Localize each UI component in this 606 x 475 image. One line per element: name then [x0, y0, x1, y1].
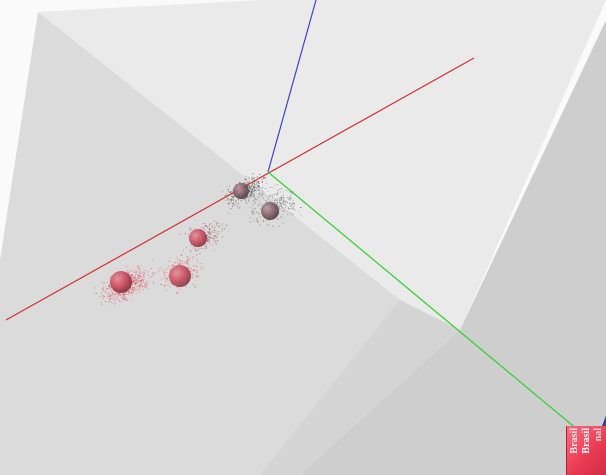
sphere-4 — [233, 183, 249, 199]
thumbnail-text-2: Brasil — [581, 428, 592, 454]
sphere-5 — [261, 202, 279, 220]
thumbnail-text-3: nal — [593, 428, 604, 441]
corner-logo-icon — [598, 410, 606, 426]
sphere-1 — [110, 271, 132, 293]
thumbnail-text-1: Brasil — [569, 428, 580, 454]
corner-thumbnail[interactable]: Brasil Brasil nal — [566, 426, 606, 475]
sphere-2 — [169, 265, 191, 287]
sphere-3 — [189, 229, 207, 247]
